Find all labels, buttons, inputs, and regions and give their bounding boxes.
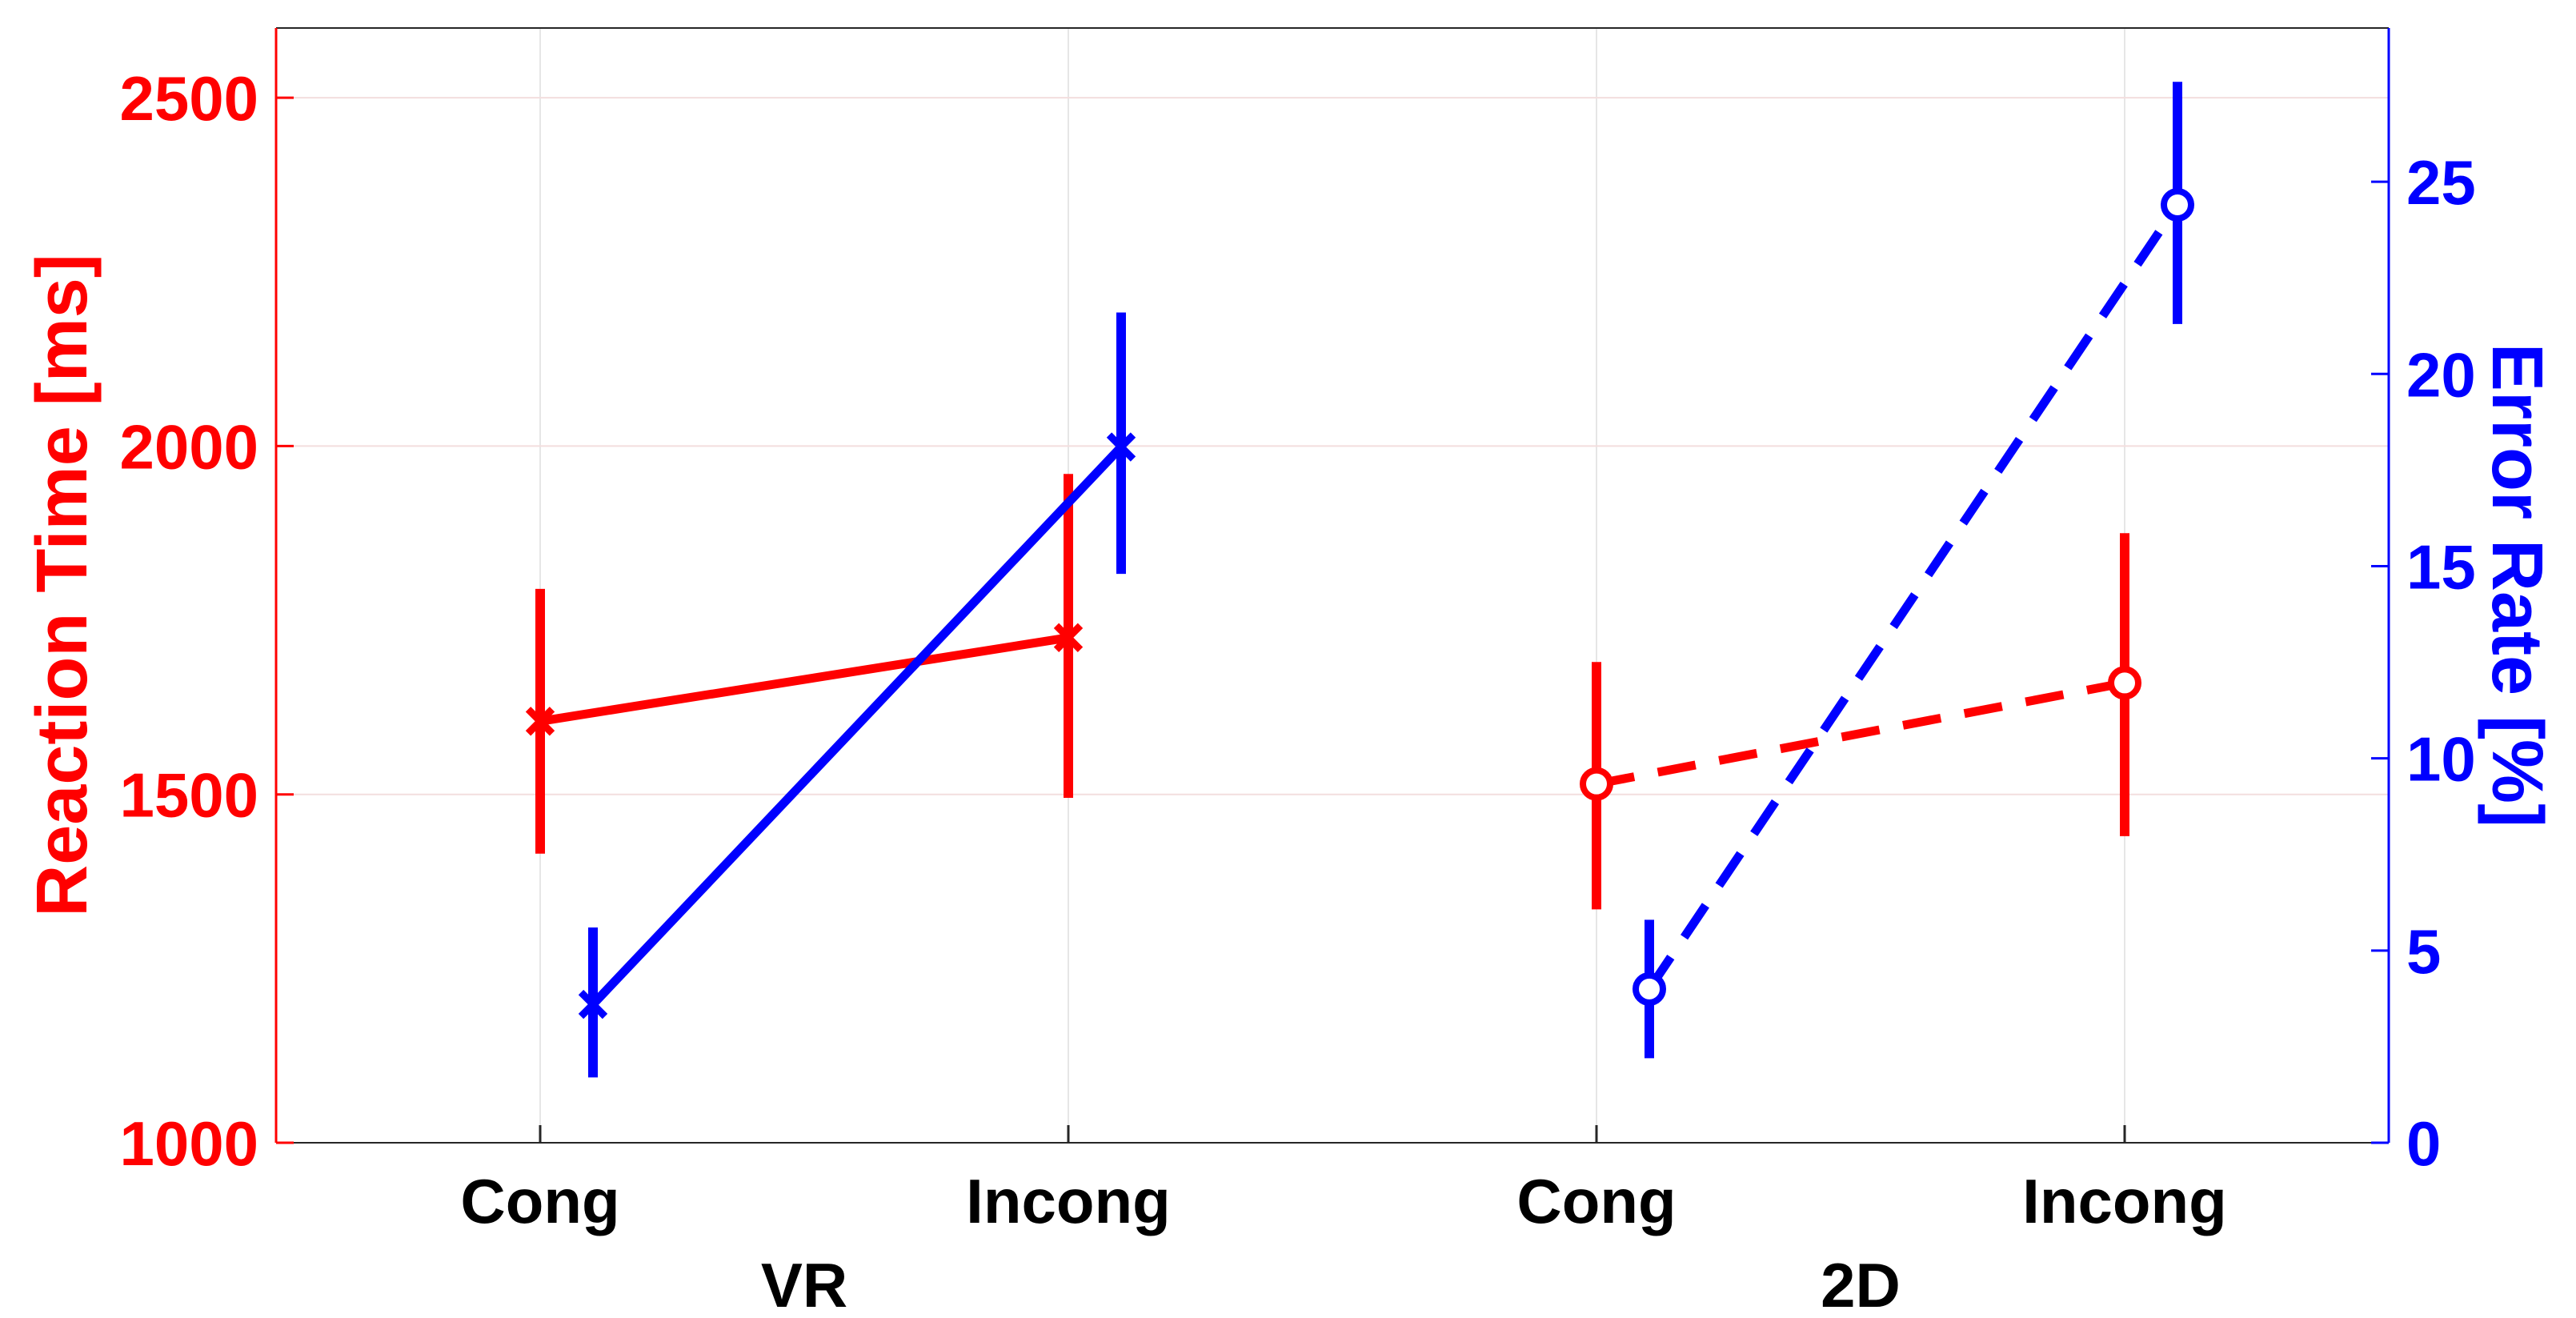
labels: Reaction Time [ms] Error Rate [%] xyxy=(22,254,2557,917)
y-tick-label-right: 5 xyxy=(2406,916,2441,987)
data-point-x xyxy=(1053,623,1084,652)
y-tick-label-right: 15 xyxy=(2406,531,2476,602)
y-axis-label-left: Reaction Time [ms] xyxy=(22,254,102,917)
axes: 1000 1500 2000 2500 0 5 10 15 20 25 Cong Incong VR Co… xyxy=(119,27,2476,1318)
y-tick-label-left: 1000 xyxy=(119,1108,258,1179)
x-tick-label: Cong xyxy=(1516,1166,1676,1236)
y-tick-label-left: 1500 xyxy=(119,760,258,831)
series-line xyxy=(1645,202,2181,992)
data-point-x xyxy=(525,707,555,736)
y-tick-label-left: 2000 xyxy=(119,411,258,482)
data-point-circle xyxy=(1580,767,1613,801)
series-line xyxy=(1595,678,2126,789)
data-point-x xyxy=(1106,432,1136,462)
x-tick-label: Cong xyxy=(460,1166,619,1236)
x-tick-label: Incong xyxy=(966,1166,1171,1236)
data-point-circle xyxy=(2161,187,2194,222)
x-tick-label: Incong xyxy=(2022,1166,2227,1236)
x-group-label: 2D xyxy=(1821,1250,1901,1318)
y-tick-label-right: 10 xyxy=(2406,724,2476,795)
y-tick-label-right: 25 xyxy=(2406,147,2476,218)
series-line xyxy=(590,443,1124,1008)
y-axis-label-right: Error Rate [%] xyxy=(2477,343,2557,827)
x-group-label: VR xyxy=(761,1250,847,1318)
y-tick-label-right: 0 xyxy=(2406,1108,2441,1179)
data-point-x xyxy=(578,989,608,1020)
series-line xyxy=(539,633,1069,726)
data-point-circle xyxy=(2108,666,2141,700)
data-point-circle xyxy=(1633,971,1666,1006)
y-tick-label-left: 2500 xyxy=(119,63,258,134)
y-tick-label-right: 20 xyxy=(2406,339,2476,410)
series xyxy=(525,82,2194,1078)
